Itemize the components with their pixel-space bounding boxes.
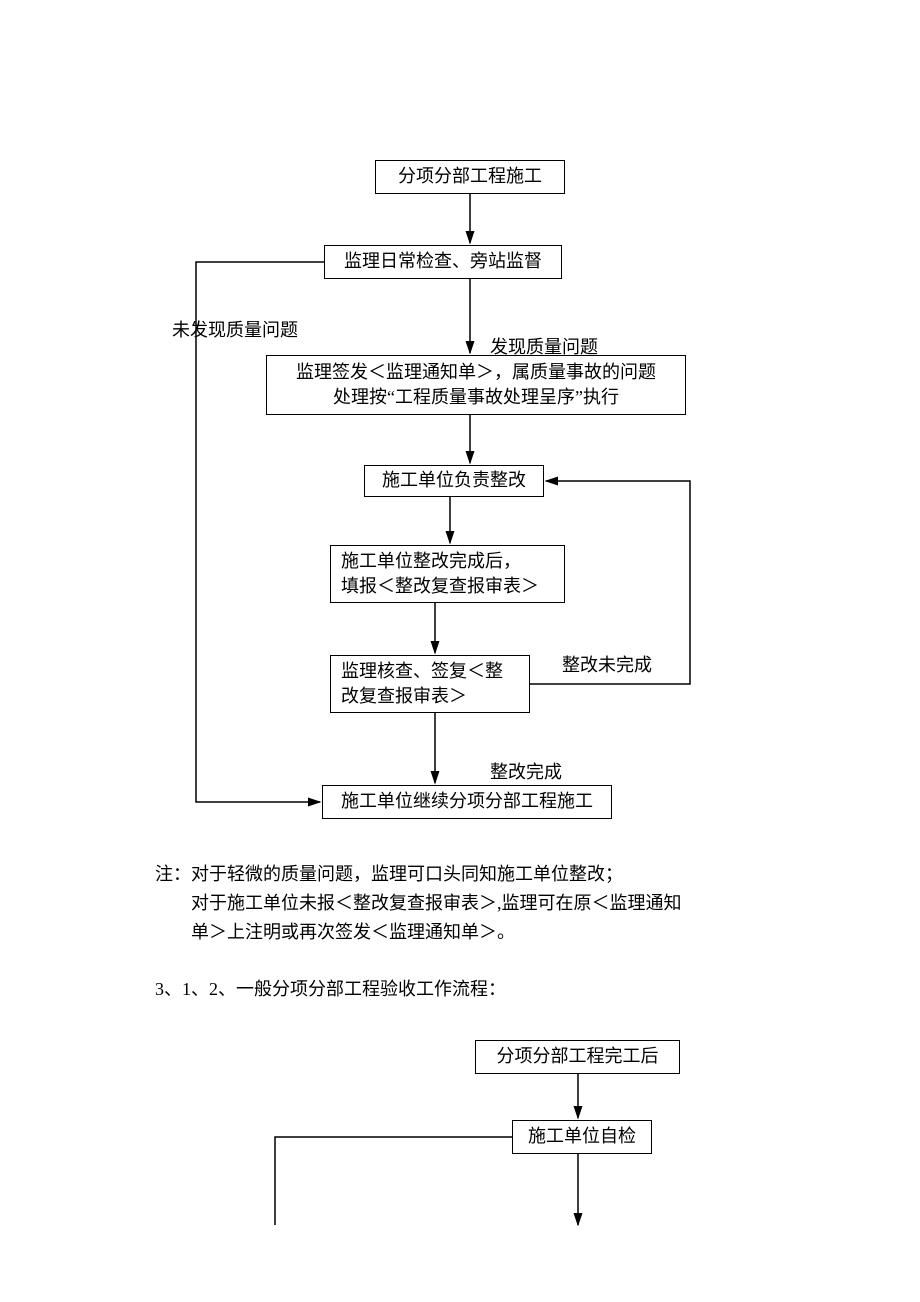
heading-text: 3、1、2、一般分项分部工程验收工作流程：	[155, 979, 506, 999]
node-complete: 分项分部工程完工后	[475, 1040, 680, 1074]
label-text: 整改未完成	[562, 655, 652, 675]
node-text: 施工单位负责整改	[382, 468, 526, 493]
flowchart-connectors	[0, 0, 920, 1302]
edge-label-found-issue: 发现质量问题	[490, 310, 598, 360]
node-construction: 分项分部工程施工	[375, 160, 565, 194]
note-prefix: 注：	[155, 864, 191, 884]
node-rectify-complete-report: 施工单位整改完成后， 填报＜整改复查报审表＞	[330, 545, 565, 603]
node-notice-issue: 监理签发＜监理通知单＞，属质量事故的问题 处理按“工程质量事故处理呈序”执行	[266, 355, 686, 415]
node-text: 分项分部工程施工	[398, 164, 542, 189]
edge-label-not-done: 整改未完成	[562, 628, 652, 678]
node-text: 监理核查、签复＜整 改复查报审表＞	[341, 659, 503, 709]
node-text: 施工单位自检	[528, 1124, 636, 1149]
label-text: 整改完成	[490, 762, 562, 782]
node-text: 分项分部工程完工后	[497, 1044, 659, 1069]
node-text: 监理签发＜监理通知单＞，属质量事故的问题 处理按“工程质量事故处理呈序”执行	[296, 360, 656, 410]
node-self-check: 施工单位自检	[512, 1120, 652, 1154]
node-rectify: 施工单位负责整改	[364, 465, 544, 497]
node-inspection: 监理日常检查、旁站监督	[324, 245, 562, 279]
note-block: 注：对于轻微的质量问题，监理可口头同知施工单位整改； 对于施工单位未报＜整改复查…	[155, 860, 715, 946]
node-text: 监理日常检查、旁站监督	[344, 249, 542, 274]
node-text: 施工单位整改完成后， 填报＜整改复查报审表＞	[341, 549, 539, 599]
note-line-3: 单＞上注明或再次签发＜监理通知单＞。	[191, 922, 515, 942]
section-heading: 3、1、2、一般分项分部工程验收工作流程：	[155, 975, 506, 1004]
label-text: 未发现质量问题	[172, 320, 298, 340]
node-review-sign: 监理核查、签复＜整 改复查报审表＞	[330, 655, 530, 713]
edge-label-done: 整改完成	[490, 735, 562, 785]
note-line-2: 对于施工单位未报＜整改复查报审表＞,监理可在原＜监理通知	[191, 893, 682, 913]
note-line-1: 对于轻微的质量问题，监理可口头同知施工单位整改；	[191, 864, 623, 884]
node-continue: 施工单位继续分项分部工程施工	[322, 785, 612, 819]
label-text: 发现质量问题	[490, 337, 598, 357]
edge-label-no-issue: 未发现质量问题	[172, 293, 298, 343]
node-text: 施工单位继续分项分部工程施工	[341, 789, 593, 814]
